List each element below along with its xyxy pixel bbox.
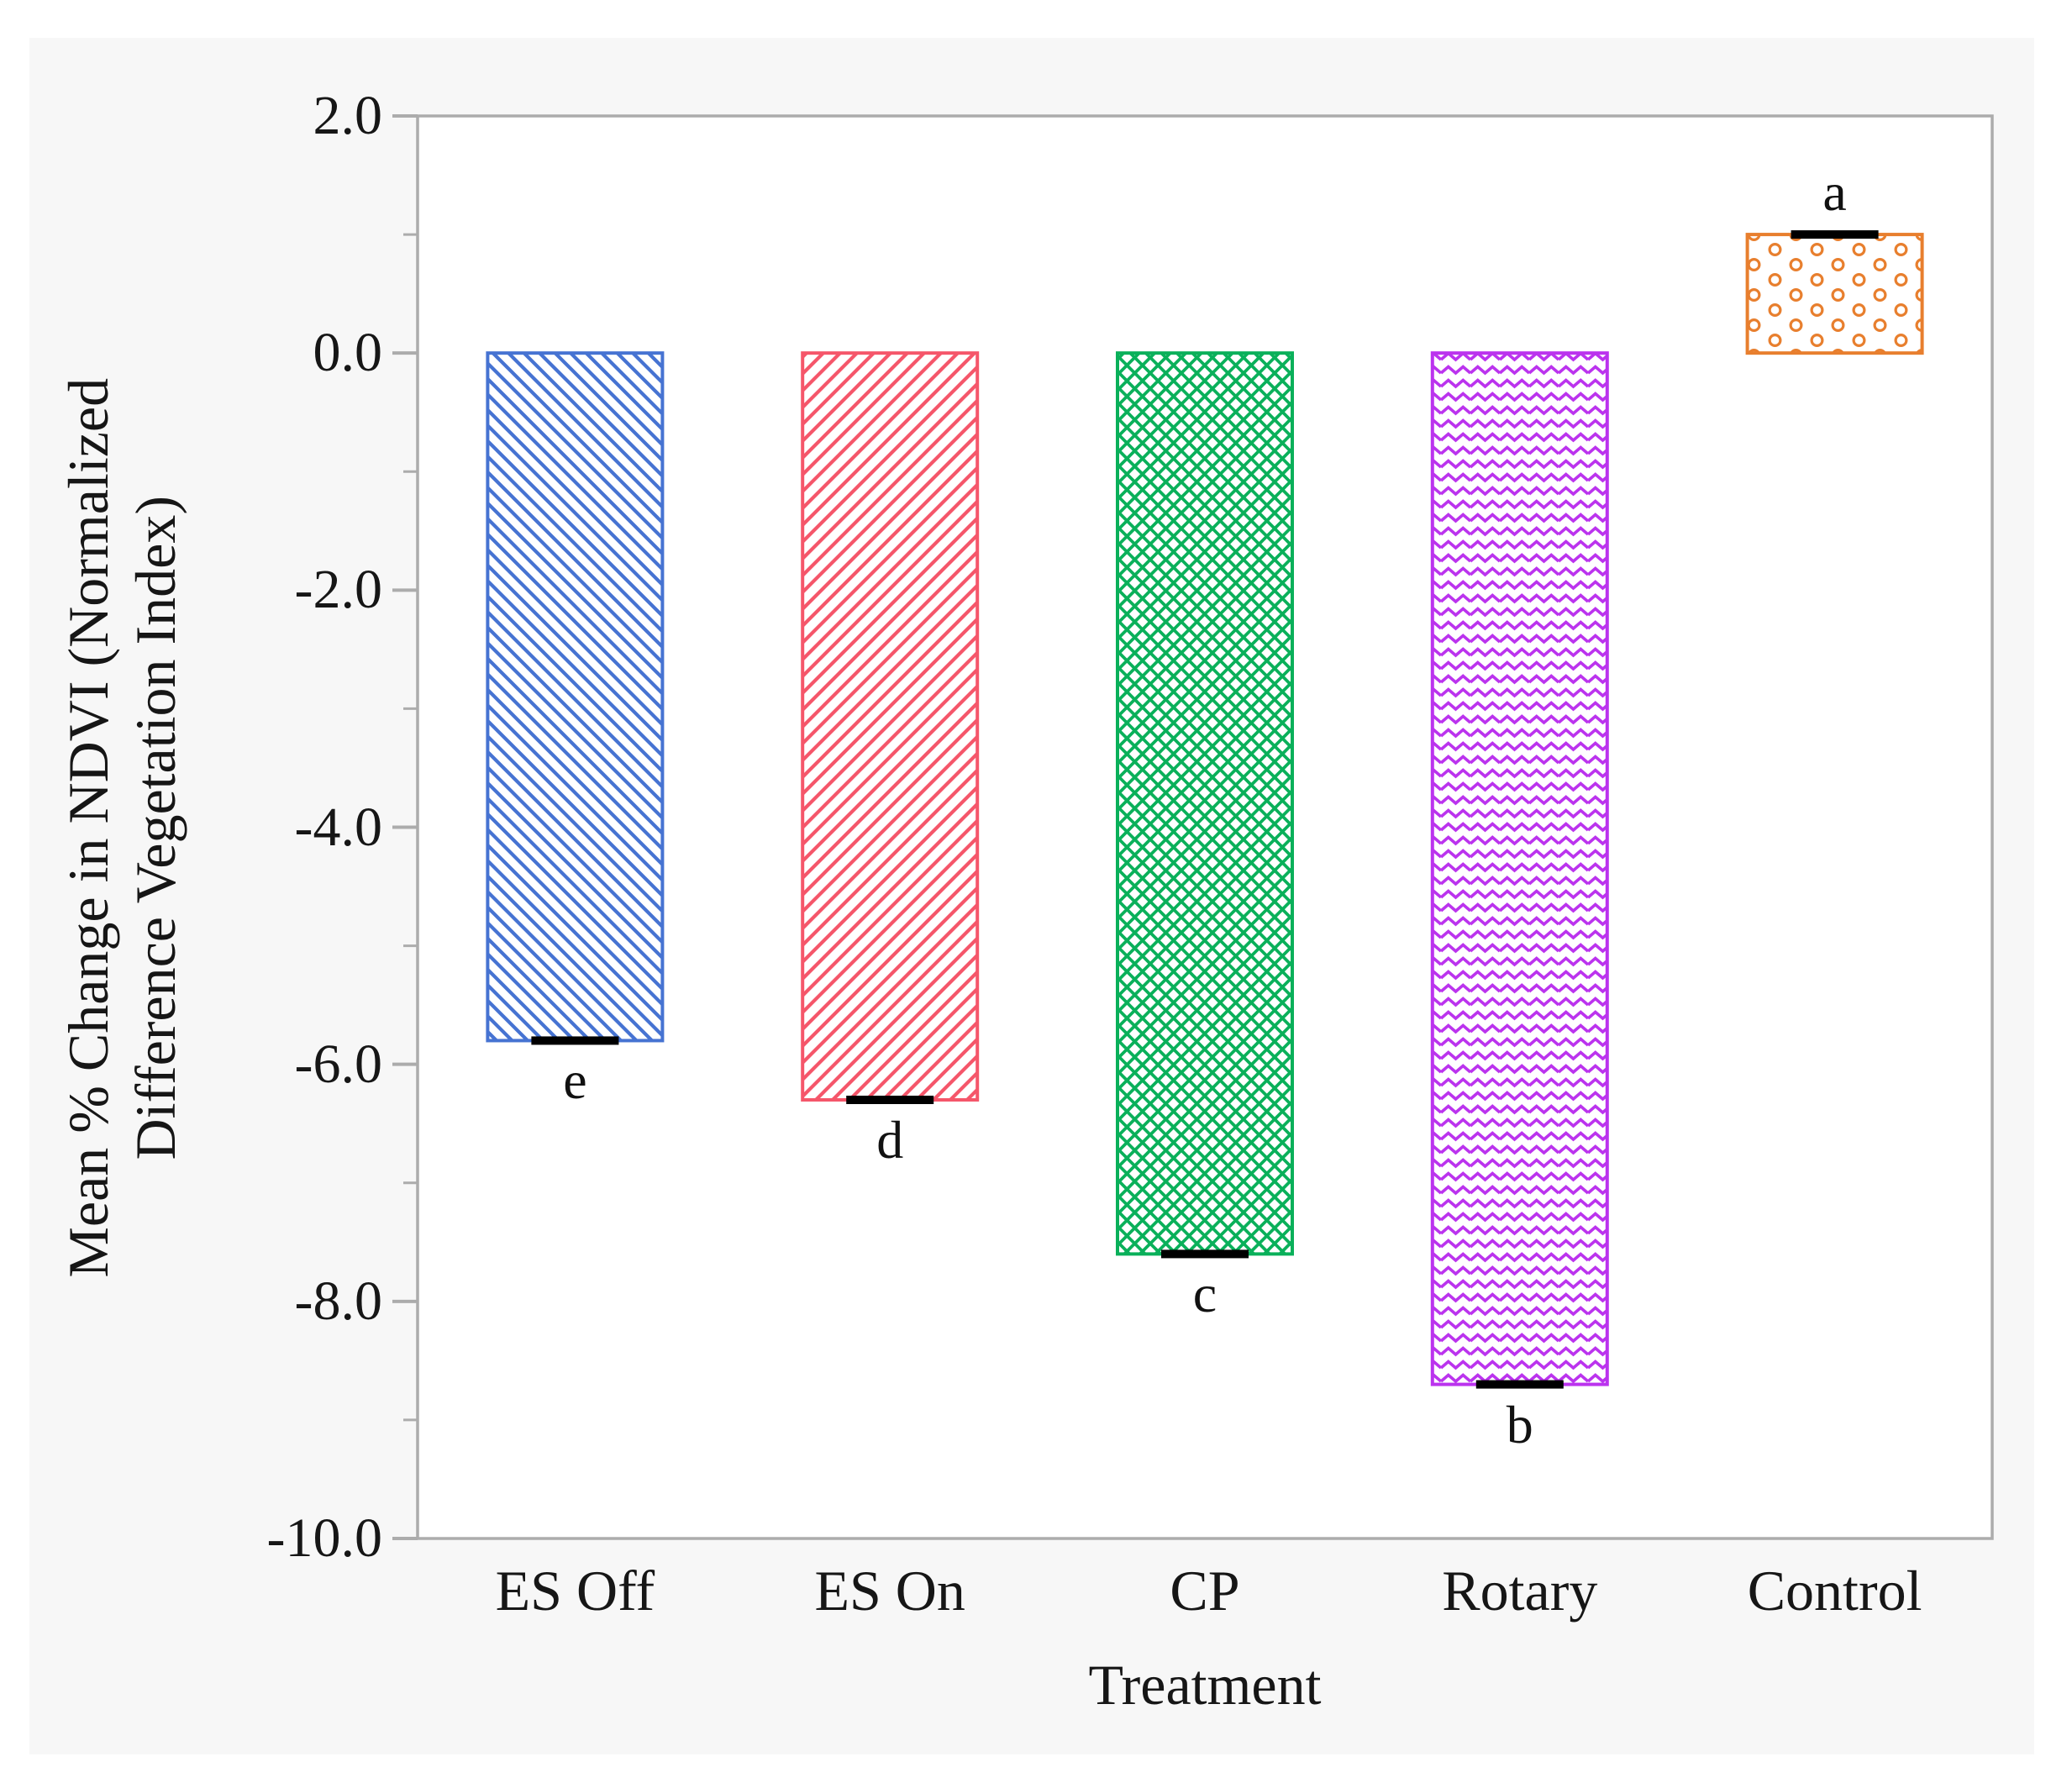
error-cap-es-on — [846, 1095, 934, 1104]
bar-es-off — [486, 351, 665, 1043]
error-cap-cp — [1161, 1249, 1249, 1259]
bar-cp — [1116, 351, 1294, 1256]
error-cap-rotary — [1475, 1380, 1564, 1389]
error-cap-es-off — [531, 1036, 619, 1045]
bar-control — [1745, 233, 1924, 355]
bar-es-on — [801, 351, 980, 1102]
error-cap-control — [1791, 230, 1879, 239]
bar-rotary — [1430, 351, 1609, 1386]
